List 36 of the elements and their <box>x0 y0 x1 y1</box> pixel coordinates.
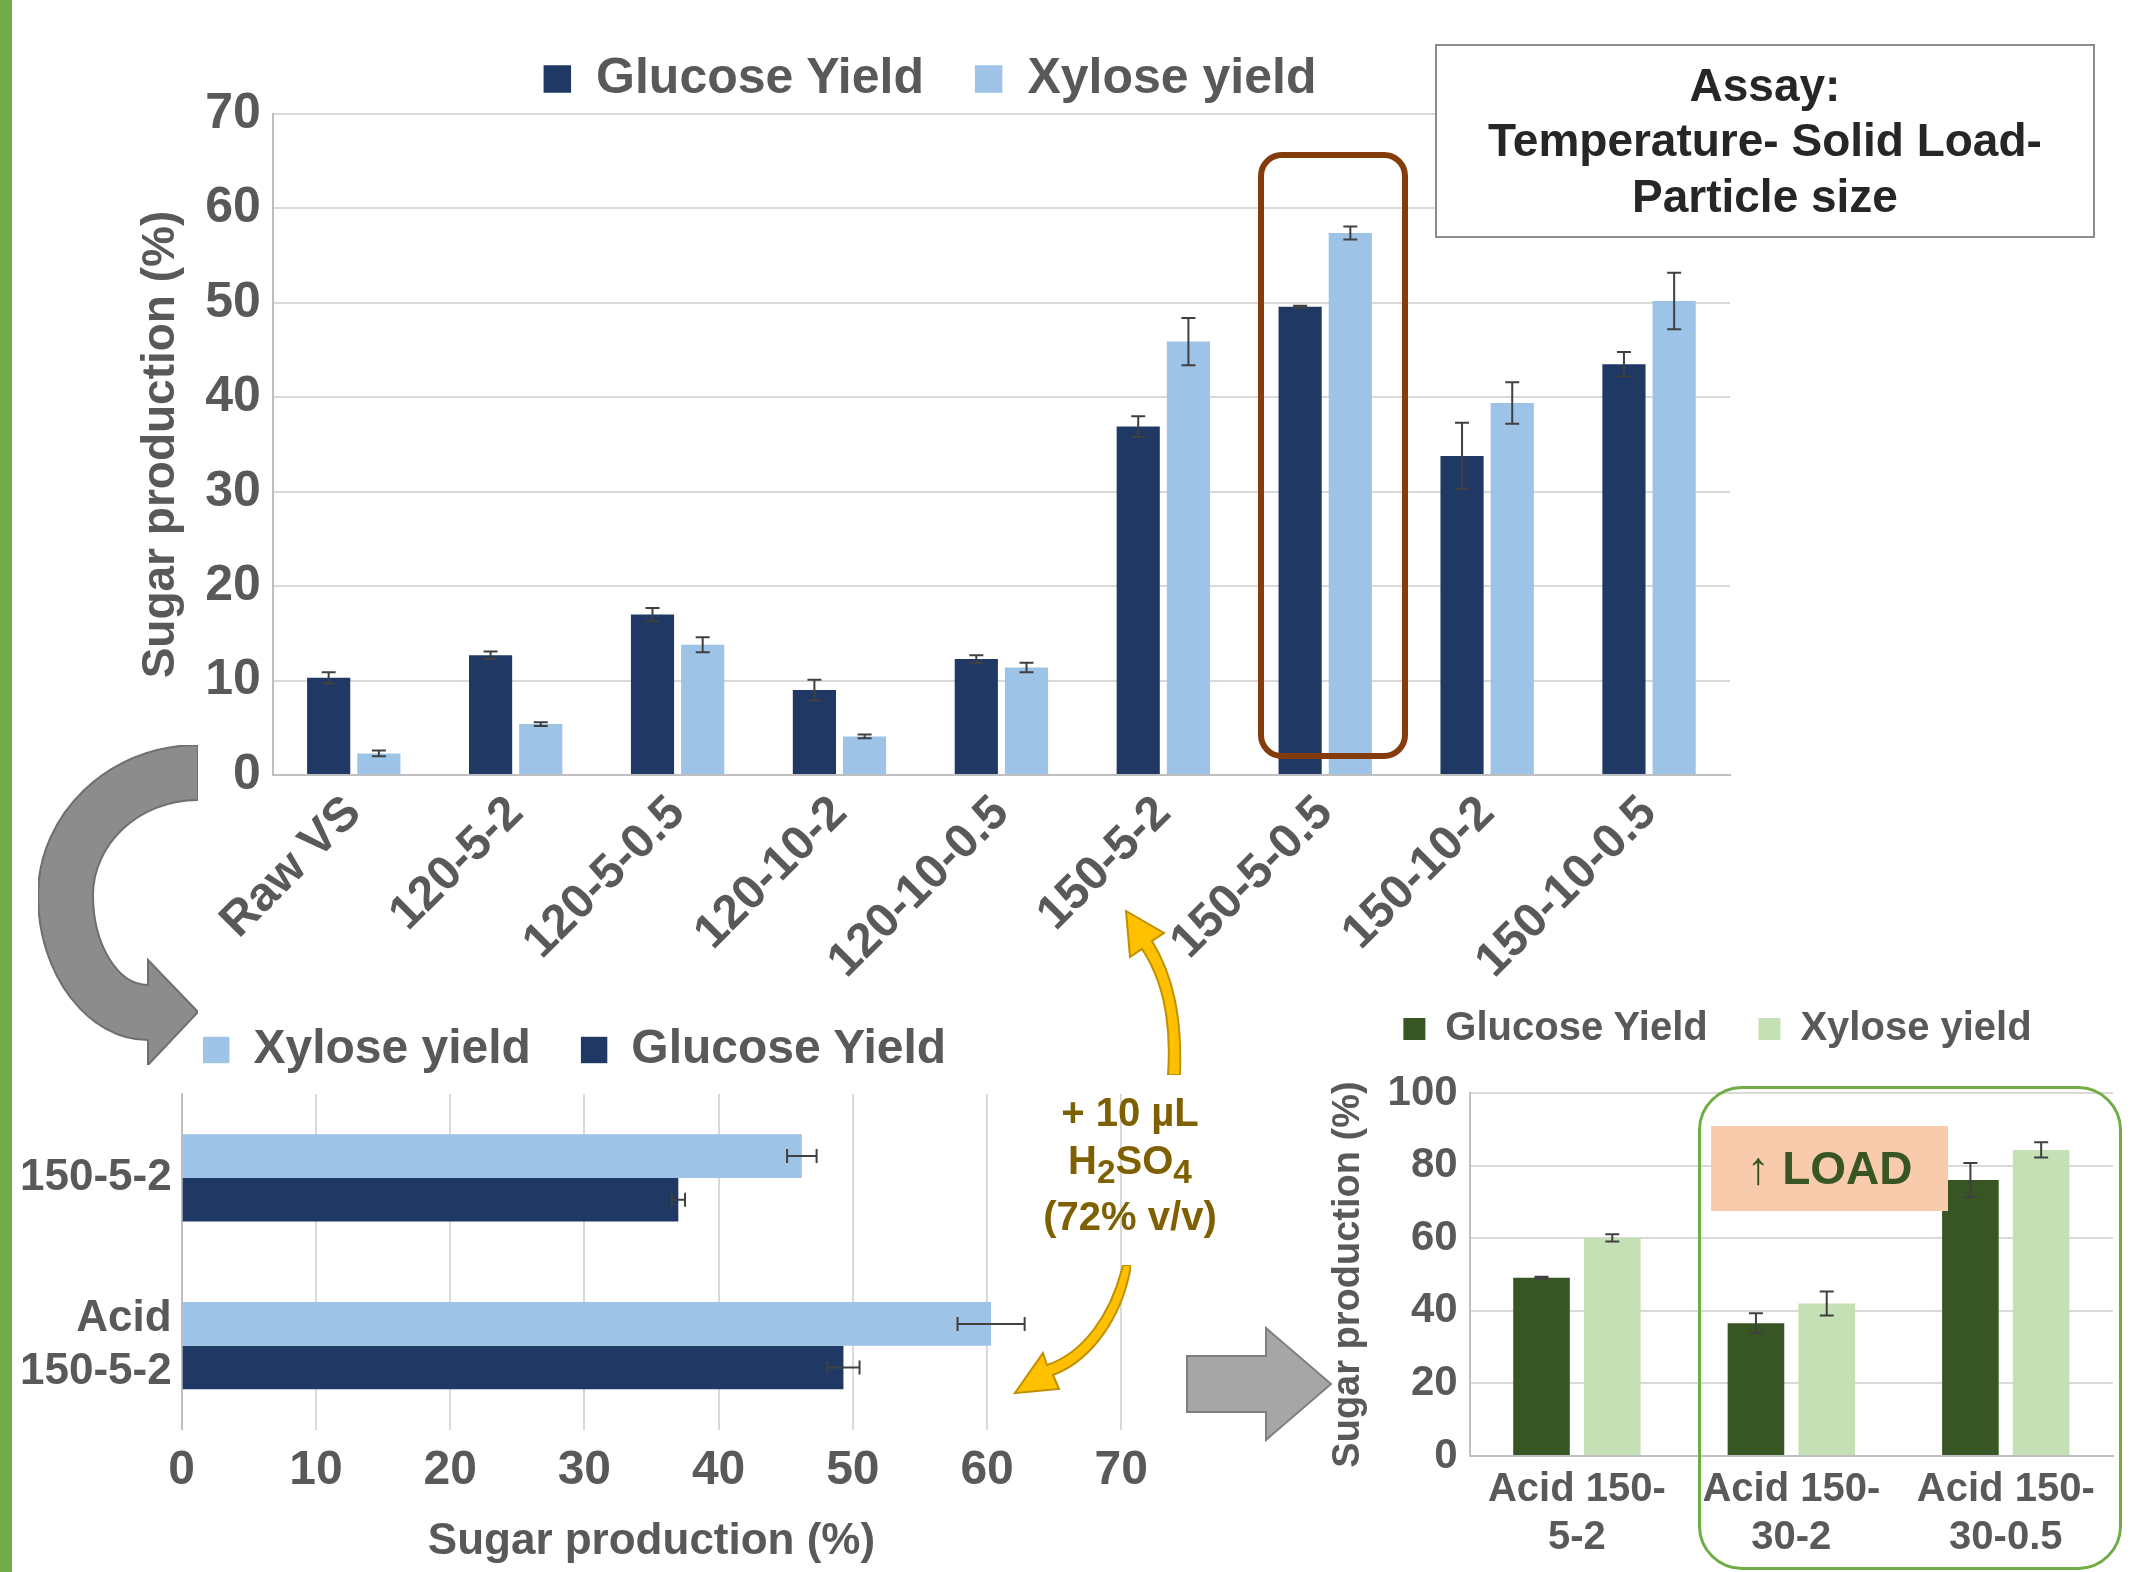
x-tick-label: 60 <box>960 1440 1014 1494</box>
y-axis-title: Sugar production (%) <box>1325 1081 1368 1468</box>
x-tick-label: 20 <box>423 1440 477 1494</box>
y-tick-label: 0 <box>233 743 261 800</box>
y-tick-label: 100 <box>1387 1066 1458 1114</box>
y-tick-label: 80 <box>1410 1139 1458 1187</box>
y-tick-label: 30 <box>205 460 261 517</box>
y-tick-label: 40 <box>205 366 261 423</box>
x-tick-label: Acid 150- 5-2 <box>1487 1465 1666 1558</box>
y-tick-label: 40 <box>1410 1284 1458 1332</box>
legend-label: Xylose yield <box>1800 1004 2032 1049</box>
legend-label: Glucose Yield <box>1445 1004 1708 1049</box>
legend-label: Glucose Yield <box>596 47 924 104</box>
y-axis-title: Sugar production (%) <box>132 210 185 679</box>
y-tick-label: 20 <box>1410 1356 1458 1404</box>
y-tick-label: 10 <box>205 649 261 706</box>
x-tick-label: 70 <box>1094 1440 1148 1494</box>
y-tick-label: 20 <box>205 555 261 611</box>
y-tick-label: Acid 150-5-2 <box>19 1291 172 1394</box>
legend-label: Glucose Yield <box>631 1020 947 1074</box>
annotation: ↑ LOAD <box>1746 1140 1913 1196</box>
legend-label: Xylose yield <box>253 1020 531 1074</box>
x-tick-label: Acid 150- 30-0.5 <box>1916 1465 2095 1558</box>
y-tick-label: 50 <box>205 271 261 328</box>
legend-label: Xylose yield <box>1027 47 1317 104</box>
y-tick-label: 60 <box>1410 1211 1458 1259</box>
annotation: + 10 µL H$_{2}$SO$_{4}$ (72% v/v) <box>1042 1089 1218 1240</box>
x-tick-label: 40 <box>691 1440 746 1494</box>
x-tick-label: Acid 150- 30-2 <box>1702 1465 1881 1558</box>
y-tick-label: 70 <box>205 82 261 139</box>
y-tick-label: 60 <box>205 177 261 234</box>
x-tick-label: 30 <box>557 1440 612 1494</box>
x-axis-title: Sugar production (%) <box>427 1513 876 1563</box>
x-tick-label: 50 <box>826 1440 880 1494</box>
x-tick-label: 10 <box>289 1440 343 1494</box>
annotation: Assay: Temperature- Solid Load- Particle size <box>1488 58 2042 224</box>
